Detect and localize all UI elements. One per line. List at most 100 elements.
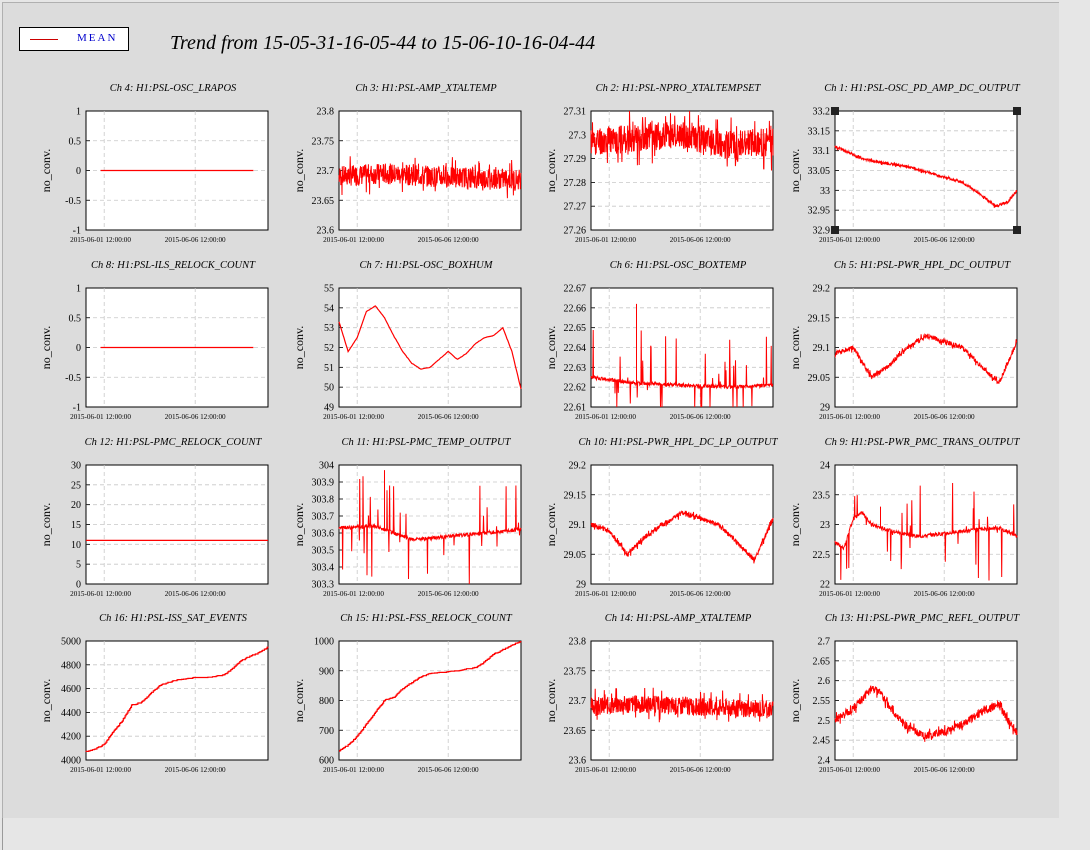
series-line [590, 510, 774, 564]
x-tick-label: 2015-06-01 12:00:00 [70, 413, 131, 421]
chart-16: Ch 13: H1:PSL-PWR_PMC_REFL_OUTPUT 2.7 2.65… [788, 613, 1020, 774]
y-tick-label: 700 [319, 726, 334, 737]
y-tick-label: 22.62 [564, 383, 587, 394]
series-line [590, 303, 774, 408]
y-tick-label: 20 [71, 500, 81, 511]
chart-title: Ch 9: H1:PSL-PWR_PMC_TRANS_OUTPUT [825, 437, 1021, 448]
x-tick-label: 2015-06-01 12:00:00 [70, 236, 131, 244]
x-tick-label: 2015-06-06 12:00:00 [165, 766, 226, 774]
chart-15: Ch 9: H1:PSL-PWR_PMC_TRANS_OUTPUT 24 23.5 2… [788, 437, 1021, 598]
selection-handle [831, 226, 839, 234]
y-tick-label: 33.05 [808, 166, 831, 177]
y-tick-label: 33.1 [813, 146, 831, 157]
y-tick-label: 23.6 [569, 756, 587, 767]
y-tick-label: 303.5 [312, 546, 335, 557]
y-tick-label: 4000 [61, 756, 81, 767]
chart-title: Ch 7: H1:PSL-OSC_BOXHUM [360, 260, 494, 271]
y-tick-label: 22.66 [564, 303, 587, 314]
chart-2: Ch 8: H1:PSL-ILS_RELOCK_COUNT 1 0.5 0 -0.5 -1… [39, 260, 269, 421]
y-tick-label: 5000 [61, 637, 81, 648]
y-tick-label: 30 [71, 461, 81, 472]
x-tick-label: 2015-06-01 12:00:00 [819, 590, 880, 598]
chart-12: Ch 14: H1:PSL-AMP_XTALTEMP 23.8 23.75 23.7 2… [544, 613, 774, 774]
y-tick-label: 2.65 [813, 656, 831, 667]
y-tick-label: 600 [319, 756, 334, 767]
x-tick-label: 2015-06-06 12:00:00 [165, 236, 226, 244]
y-tick-label: 23.8 [569, 637, 587, 648]
x-tick-label: 2015-06-06 12:00:00 [418, 413, 479, 421]
y-tick-label: 27.29 [564, 154, 587, 165]
y-tick-label: 52 [324, 343, 334, 354]
series-line [834, 145, 1018, 208]
x-tick-label: 2015-06-01 12:00:00 [575, 236, 636, 244]
y-axis-label: no_conv. [39, 679, 53, 723]
chart-title: Ch 10: H1:PSL-PWR_HPL_DC_LP_OUTPUT [579, 437, 779, 448]
y-tick-label: 53 [324, 323, 334, 334]
series-line [834, 482, 1018, 581]
y-tick-label: 55 [324, 284, 334, 295]
y-tick-label: 2.55 [813, 696, 831, 707]
y-tick-label: 2.45 [813, 736, 831, 747]
y-tick-label: 0 [76, 343, 81, 354]
y-tick-label: 2.6 [818, 676, 831, 687]
y-tick-label: 23.8 [317, 107, 335, 118]
y-axis-label: no_conv. [292, 149, 306, 193]
chart-5: Ch 3: H1:PSL-AMP_XTALTEMP 23.8 23.75 23.7 23… [292, 83, 522, 244]
chart-14: Ch 5: H1:PSL-PWR_HPL_DC_OUTPUT 29.2 29.15 2… [788, 260, 1018, 421]
series-line [590, 687, 774, 723]
x-tick-label: 2015-06-06 12:00:00 [418, 590, 479, 598]
y-tick-label: 22.64 [564, 343, 587, 354]
chart-4: Ch 16: H1:PSL-ISS_SAT_EVENTS 5000 4800 4600… [39, 613, 269, 774]
series-line [339, 641, 522, 752]
chart-title: Ch 5: H1:PSL-PWR_HPL_DC_OUTPUT [834, 260, 1011, 271]
y-tick-label: 25 [71, 480, 81, 491]
x-tick-label: 2015-06-06 12:00:00 [418, 236, 479, 244]
y-tick-label: 900 [319, 666, 334, 677]
chart-6: Ch 7: H1:PSL-OSC_BOXHUM55545352515049201… [292, 260, 522, 421]
y-axis-label: no_conv. [39, 503, 53, 547]
chart-title: Ch 14: H1:PSL-AMP_XTALTEMP [605, 613, 752, 624]
y-axis-label: no_conv. [544, 326, 558, 370]
legend[interactable]: MEAN [19, 27, 129, 51]
legend-label: MEAN [77, 32, 118, 44]
y-tick-label: 22.67 [564, 284, 587, 295]
x-tick-label: 2015-06-01 12:00:00 [819, 236, 880, 244]
y-tick-label: 23.65 [312, 196, 335, 207]
y-axis-label: no_conv. [544, 503, 558, 547]
y-tick-label: 29 [576, 580, 586, 591]
y-tick-label: 2.5 [818, 716, 831, 727]
y-tick-label: 23.65 [564, 726, 587, 737]
y-tick-label: 49 [324, 403, 334, 414]
y-tick-label: 23.7 [317, 166, 335, 177]
y-tick-label: 22 [820, 580, 830, 591]
x-tick-label: 2015-06-01 12:00:00 [70, 766, 131, 774]
y-tick-label: 29.2 [569, 461, 587, 472]
y-tick-label: 32.95 [808, 206, 831, 217]
y-tick-label: 27.27 [564, 202, 587, 213]
chart-title: Ch 16: H1:PSL-ISS_SAT_EVENTS [99, 613, 248, 624]
y-tick-label: 24 [820, 461, 830, 472]
y-tick-label: 22.61 [564, 403, 587, 414]
y-tick-label: 0 [76, 166, 81, 177]
y-tick-label: 0.5 [69, 136, 82, 147]
x-tick-label: 2015-06-01 12:00:00 [575, 766, 636, 774]
series-line [834, 332, 1018, 385]
y-tick-label: 23 [820, 520, 830, 531]
y-tick-label: 33.15 [808, 126, 831, 137]
y-axis-label: no_conv. [39, 149, 53, 193]
y-tick-label: 50 [324, 383, 334, 394]
y-tick-label: 800 [319, 696, 334, 707]
chart-3: Ch 12: H1:PSL-PMC_RELOCK_COUNT 30 25 20 15 10… [39, 437, 269, 598]
y-tick-label: 4600 [61, 684, 81, 695]
selection-handle [1013, 107, 1021, 115]
y-tick-label: 33 [820, 186, 830, 197]
y-tick-label: 29.05 [808, 373, 831, 384]
chart-title: Ch 1: H1:PSL-OSC_PD_AMP_DC_OUTPUT [824, 83, 1021, 94]
y-tick-label: 303.4 [312, 563, 335, 574]
y-tick-label: 303.9 [312, 478, 335, 489]
window-edge [1059, 0, 1090, 850]
y-tick-label: 23.75 [312, 136, 335, 147]
y-tick-label: -0.5 [65, 196, 81, 207]
series-line [338, 156, 522, 199]
